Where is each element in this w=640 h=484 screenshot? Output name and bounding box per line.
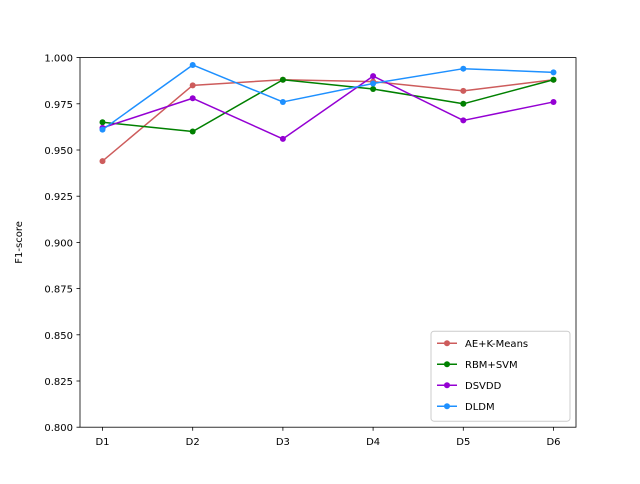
series-line-2	[102, 75, 554, 140]
x-tick-label: D4	[366, 437, 380, 448]
legend-label: DSVDD	[465, 381, 502, 392]
plot-frame	[79, 57, 577, 428]
x-tick-label: D3	[276, 437, 290, 448]
data-point	[189, 95, 196, 102]
data-point	[99, 126, 106, 133]
data-point	[279, 135, 286, 142]
data-point	[370, 86, 377, 93]
data-point	[550, 69, 557, 76]
legend-box	[430, 330, 571, 422]
data-point	[460, 87, 467, 94]
legend-swatch-marker	[444, 382, 450, 389]
legend-label: AE+K-Means	[465, 339, 528, 350]
data-point	[279, 76, 286, 83]
x-tick-label: D5	[456, 437, 470, 448]
y-tick-label: 0.875	[44, 285, 73, 296]
legend-label: RBM+SVM	[465, 360, 518, 371]
data-point	[460, 117, 467, 124]
x-tick-label: D2	[186, 437, 200, 448]
data-point	[550, 76, 557, 83]
legend-swatch-marker	[444, 361, 450, 368]
y-tick-label: 0.800	[44, 423, 73, 434]
legend-label: DLDM	[465, 402, 495, 413]
data-point	[99, 119, 106, 126]
y-tick-label: 0.900	[44, 238, 73, 249]
legend: AE+K-Means RBM+SVM DSVDD DLDM	[430, 330, 571, 422]
data-point	[189, 61, 196, 68]
x-tick-label: D6	[546, 437, 560, 448]
series-line-3	[102, 64, 554, 131]
data-point	[370, 73, 377, 80]
y-tick-label: 0.950	[44, 146, 73, 157]
data-point	[279, 98, 286, 105]
data-point	[189, 128, 196, 135]
y-tick-label: 0.925	[44, 192, 73, 203]
data-point	[460, 100, 467, 107]
y-tick-label: 0.825	[44, 377, 73, 388]
series-line-0	[102, 79, 554, 162]
data-point	[189, 82, 196, 89]
y-axis-label: F1-score	[14, 221, 25, 264]
y-tick-label: 1.000	[44, 54, 73, 65]
series-line-1	[102, 79, 554, 133]
data-point	[460, 65, 467, 72]
y-tick-label: 0.850	[44, 331, 73, 342]
series-layer	[99, 61, 557, 165]
legend-swatch-marker	[444, 340, 450, 347]
data-point	[550, 98, 557, 105]
data-point	[99, 158, 106, 165]
legend-swatch-marker	[444, 403, 450, 410]
axes-layer: 0.800 0.825 0.850 0.875 0.900 0.925 0.950 0.975…	[14, 54, 577, 448]
y-tick-label: 0.975	[44, 100, 73, 111]
data-point	[370, 80, 377, 87]
x-tick-label: D1	[95, 437, 109, 448]
